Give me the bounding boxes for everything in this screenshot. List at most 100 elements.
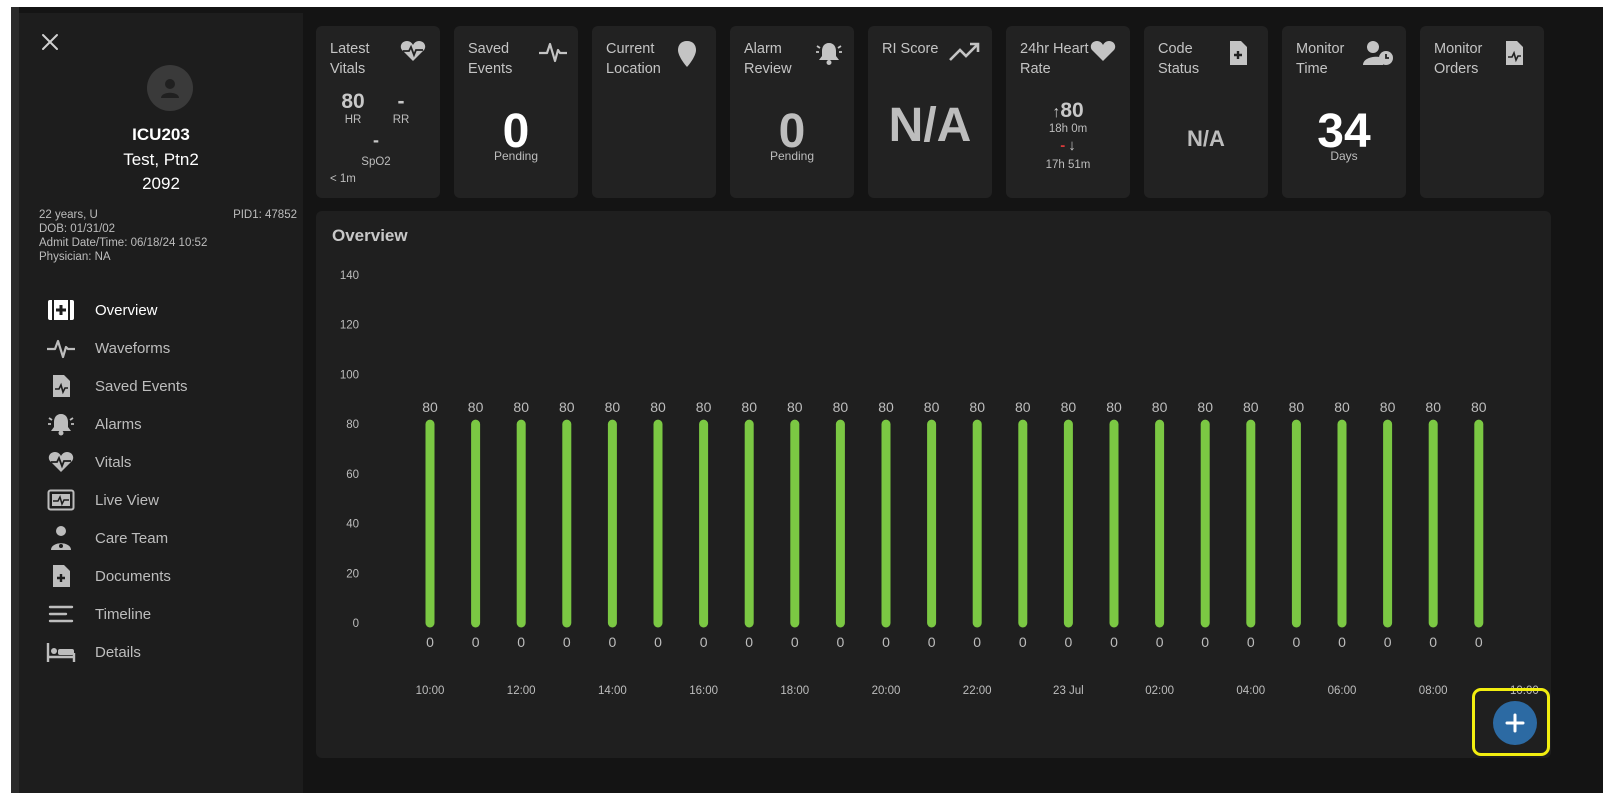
sidebar-item-label: Vitals [95, 453, 132, 471]
heart-pulse-icon [400, 40, 428, 68]
bar-high-label: 80 [1197, 399, 1213, 415]
bar-high-label: 80 [1243, 399, 1259, 415]
hr-high: ↑80 [1006, 99, 1130, 123]
hr-low-value: - [1060, 137, 1066, 154]
overview-icon [45, 296, 77, 324]
monitor-time-days-label: Days [1330, 149, 1358, 163]
hr-high-time: 18h 0m [1048, 123, 1088, 135]
bar-high-label: 80 [1061, 399, 1077, 415]
heart-icon [1090, 40, 1118, 68]
sidebar-item-documents[interactable]: Documents [45, 557, 295, 595]
patient-dob: DOB: 01/31/02 [39, 223, 116, 235]
sidebar-item-label: Waveforms [95, 339, 171, 357]
y-tick-label: 40 [346, 519, 359, 531]
monitor-time-card[interactable]: Monitor Time 34 Days [1282, 26, 1406, 198]
care-team-icon [45, 524, 77, 552]
sidebar-item-care-team[interactable]: Care Team [45, 519, 295, 557]
x-tick-label: 10:00 [416, 685, 445, 697]
live-view-icon [45, 486, 77, 514]
document-plus-icon [1228, 40, 1256, 68]
arrow-down-icon: ↓ [1068, 137, 1076, 154]
document-icon [45, 562, 77, 590]
close-icon[interactable] [39, 31, 61, 53]
add-button[interactable] [1493, 701, 1537, 745]
current-location-card[interactable]: Current Location [592, 26, 716, 198]
app-frame: ICU203 Test, Ptn2 2092 22 years, U PID1:… [11, 7, 1603, 793]
x-tick-label: 02:00 [1145, 685, 1174, 697]
orders-document-icon [1504, 40, 1532, 68]
sidebar-item-label: Live View [95, 491, 159, 509]
hr-low-time: 17h 51m [1045, 159, 1091, 171]
x-tick-label: 22:00 [963, 685, 992, 697]
sidebar-item-waveforms[interactable]: Waveforms [45, 329, 295, 367]
patient-sidebar: ICU203 Test, Ptn2 2092 22 years, U PID1:… [19, 13, 303, 793]
sidebar-item-alarms[interactable]: Alarms [45, 405, 295, 443]
sidebar-item-saved-events[interactable]: Saved Events [45, 367, 295, 405]
heart-rate-24hr-card[interactable]: 24hr Heart Rate ↑80 18h 0m - ↓ 17h 51m [1006, 26, 1130, 198]
code-status-card[interactable]: Code Status N/A [1144, 26, 1268, 198]
bar-low-label: 0 [426, 634, 434, 650]
sidebar-item-vitals[interactable]: Vitals [45, 443, 295, 481]
bar-high-label: 80 [605, 399, 621, 415]
bar-low-label: 0 [1293, 634, 1301, 650]
ri-score-value: N/A [888, 99, 972, 152]
saved-events-card[interactable]: Saved Events 0 Pending [454, 26, 578, 198]
alarm-bell-icon [814, 40, 842, 68]
sidebar-item-label: Documents [95, 567, 171, 585]
spo2-value: - [373, 130, 379, 150]
card-title: 24hr Heart Rate [1020, 41, 1089, 77]
x-tick-label: 04:00 [1236, 685, 1265, 697]
bar-low-label: 0 [609, 634, 617, 650]
bar-low-label: 0 [563, 634, 571, 650]
bar-low-label: 0 [837, 634, 845, 650]
monitor-time-value: 34 [1317, 105, 1371, 158]
bar-high-label: 80 [924, 399, 940, 415]
x-tick-label: 14:00 [598, 685, 627, 697]
rr-value: - [397, 90, 405, 113]
card-title: Latest Vitals [330, 41, 370, 77]
card-title: Code Status [1158, 41, 1200, 77]
bar-low-label: 0 [472, 634, 480, 650]
sidebar-item-overview[interactable]: Overview [45, 291, 295, 329]
bar-high-label: 80 [422, 399, 438, 415]
ri-score-card[interactable]: RI Score N/A [868, 26, 992, 198]
background-window-strip [11, 7, 19, 793]
bar-low-label: 0 [517, 634, 525, 650]
latest-vitals-card[interactable]: Latest Vitals 80 HR - RR - SpO2 < 1m [316, 26, 440, 198]
alarm-review-card[interactable]: Alarm Review 0 Pending [730, 26, 854, 198]
main-content: Latest Vitals 80 HR - RR - SpO2 < 1m Sav… [303, 7, 1603, 793]
hr-label: HR [344, 114, 362, 126]
patient-pid: PID1: 47852 [233, 209, 297, 221]
card-title: Saved Events [468, 41, 513, 77]
arrow-up-icon: ↑ [1052, 104, 1061, 121]
summary-cards: Latest Vitals 80 HR - RR - SpO2 < 1m Sav… [316, 26, 1546, 198]
bar-high-label: 80 [969, 399, 985, 415]
y-tick-label: 0 [353, 618, 359, 630]
x-tick-label: 12:00 [507, 685, 536, 697]
sidebar-item-timeline[interactable]: Timeline [45, 595, 295, 633]
monitor-orders-card[interactable]: Monitor Orders [1420, 26, 1544, 198]
bar-high-label: 80 [878, 399, 894, 415]
bar-high-label: 80 [1106, 399, 1122, 415]
y-tick-label: 140 [340, 270, 359, 282]
bar-low-label: 0 [1475, 634, 1483, 650]
heart-pulse-icon [45, 448, 77, 476]
sidebar-item-label: Care Team [95, 529, 169, 547]
code-status-value: N/A [1187, 126, 1225, 151]
bar-high-label: 80 [513, 399, 529, 415]
plus-icon [1505, 713, 1525, 733]
person-icon [161, 79, 179, 98]
x-tick-label: 16:00 [689, 685, 718, 697]
bar-high-label: 80 [787, 399, 803, 415]
card-title: Current Location [606, 41, 661, 77]
bar-low-label: 0 [928, 634, 936, 650]
bar-high-label: 80 [1380, 399, 1396, 415]
bar-low-label: 0 [700, 634, 708, 650]
bar-high-label: 80 [1289, 399, 1305, 415]
spo2-label: SpO2 [361, 156, 391, 168]
hr-value: 80 [341, 90, 365, 113]
sidebar-item-live-view[interactable]: Live View [45, 481, 295, 519]
x-tick-label: 08:00 [1419, 685, 1448, 697]
sidebar-item-details[interactable]: Details [45, 633, 295, 671]
bar-high-label: 80 [833, 399, 849, 415]
